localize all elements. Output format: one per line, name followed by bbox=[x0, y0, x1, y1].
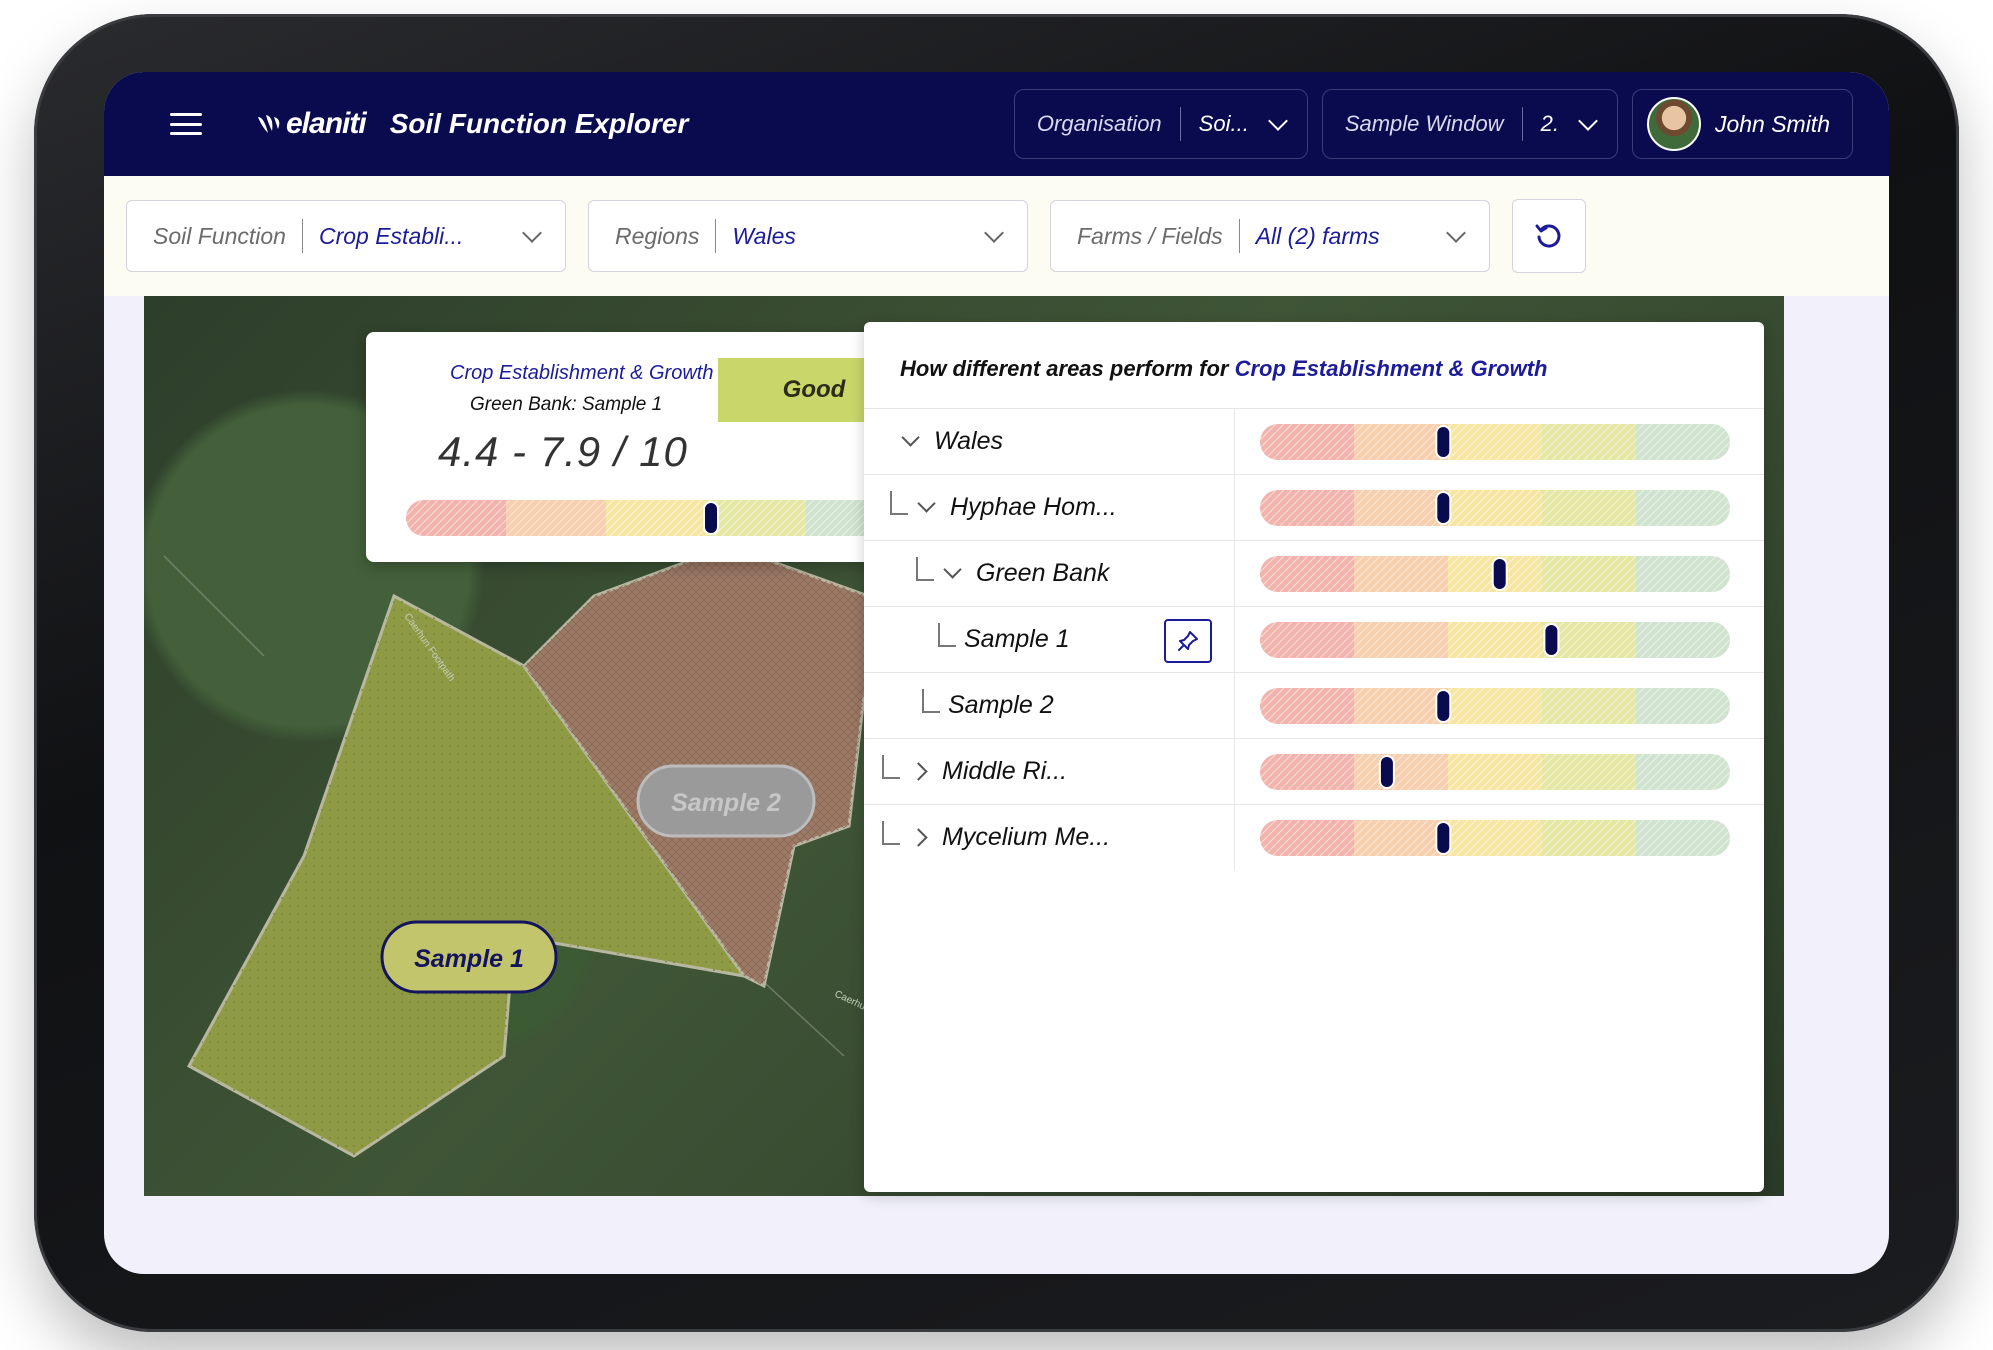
sample-window-label: Sample Window bbox=[1344, 111, 1504, 136]
refresh-icon bbox=[1535, 224, 1561, 248]
tree-name-cell: Mycelium Me... bbox=[864, 805, 1235, 871]
performance-gauge bbox=[1260, 688, 1730, 724]
tree-row[interactable]: Middle Ri... bbox=[864, 738, 1764, 805]
gauge-marker bbox=[1435, 491, 1452, 525]
tablet-device: elaniti Soil Function Explorer Organisat… bbox=[34, 14, 1959, 1332]
sample-window-value: 2. bbox=[1540, 111, 1559, 136]
organisation-value: Soi... bbox=[1198, 111, 1249, 136]
sample-1-label: Sample 1 bbox=[414, 945, 524, 973]
tree-row[interactable]: Mycelium Me... bbox=[864, 804, 1764, 871]
brand-name: elaniti bbox=[286, 107, 367, 140]
chevron-down-icon bbox=[1578, 111, 1598, 131]
leaf-logo-icon bbox=[258, 115, 280, 133]
regions-label: Regions bbox=[615, 222, 700, 249]
farms-fields-value: All (2) farms bbox=[1255, 222, 1380, 249]
pin-button[interactable] bbox=[1164, 619, 1212, 663]
sample-2-label: Sample 2 bbox=[671, 789, 781, 817]
tree-name-cell: Hyphae Hom... bbox=[864, 475, 1235, 541]
tree-name-cell: Wales bbox=[864, 409, 1235, 475]
app-screen: elaniti Soil Function Explorer Organisat… bbox=[104, 72, 1889, 1274]
soil-function-select[interactable]: Soil Function Crop Establi... bbox=[126, 200, 566, 272]
performance-gauge bbox=[1260, 622, 1730, 658]
panel-title-prefix: How different areas perform for bbox=[900, 356, 1229, 381]
tree-row[interactable]: Wales bbox=[864, 408, 1764, 475]
gauge-marker bbox=[703, 501, 719, 535]
score-card: Crop Establishment & Growth Green Bank: … bbox=[366, 332, 946, 562]
tree-branch-line bbox=[882, 821, 900, 845]
app-title: Soil Function Explorer bbox=[389, 108, 689, 139]
tree-branch-line bbox=[938, 623, 956, 647]
tree-row-label: Wales bbox=[934, 427, 1004, 455]
tree-row-label: Middle Ri... bbox=[942, 757, 1068, 785]
gauge-marker bbox=[1435, 821, 1452, 855]
tree-row[interactable]: Sample 1 bbox=[864, 606, 1764, 673]
organisation-label: Organisation bbox=[1036, 111, 1162, 136]
regions-value: Wales bbox=[732, 222, 796, 249]
user-name: John Smith bbox=[1714, 110, 1830, 137]
avatar bbox=[1646, 97, 1701, 151]
panel-title-highlight: Crop Establishment & Growth bbox=[1234, 356, 1548, 381]
score-function-name: Crop Establishment & Growth bbox=[450, 362, 714, 384]
pin-icon bbox=[1178, 631, 1198, 651]
gauge-marker bbox=[1435, 689, 1452, 723]
performance-gauge bbox=[1260, 820, 1730, 856]
tree-name-cell: Sample 2 bbox=[864, 673, 1235, 739]
sample-1-marker[interactable]: Sample 1 bbox=[380, 920, 558, 994]
chevron-down-icon[interactable] bbox=[917, 494, 936, 513]
gauge-marker bbox=[1378, 755, 1395, 789]
gauge-marker bbox=[1435, 425, 1452, 459]
tree-branch-line bbox=[882, 755, 900, 779]
performance-gauge bbox=[1260, 754, 1730, 790]
organisation-select[interactable]: Organisation Soi... bbox=[1013, 89, 1308, 159]
user-menu[interactable]: John Smith bbox=[1631, 89, 1853, 159]
performance-gauge bbox=[1260, 424, 1730, 460]
tree-row[interactable]: Sample 2 bbox=[864, 672, 1764, 739]
soil-function-label: Soil Function bbox=[153, 222, 286, 249]
farms-fields-select[interactable]: Farms / Fields All (2) farms bbox=[1050, 200, 1490, 272]
chevron-down-icon bbox=[984, 223, 1004, 243]
filter-bar: Soil Function Crop Establi... Regions Wa… bbox=[104, 176, 1889, 296]
regions-select[interactable]: Regions Wales bbox=[588, 200, 1028, 272]
gauge-marker bbox=[1543, 623, 1560, 657]
tree-name-cell: Middle Ri... bbox=[864, 739, 1235, 805]
score-subtitle: Green Bank: Sample 1 bbox=[470, 394, 663, 415]
refresh-button[interactable] bbox=[1512, 199, 1586, 273]
performance-gauge bbox=[1260, 490, 1730, 526]
tree-row-label: Sample 2 bbox=[948, 691, 1054, 719]
soil-function-value: Crop Establi... bbox=[318, 222, 464, 249]
brand-logo: elaniti bbox=[256, 107, 367, 141]
tree-branch-line bbox=[922, 689, 940, 713]
chevron-down-icon[interactable] bbox=[901, 428, 920, 447]
tree-row[interactable]: Green Bank bbox=[864, 540, 1764, 607]
sample-window-select[interactable]: Sample Window 2. bbox=[1321, 89, 1618, 159]
chevron-right-icon[interactable] bbox=[909, 762, 928, 781]
tree-row[interactable]: Hyphae Hom... bbox=[864, 474, 1764, 541]
chevron-down-icon bbox=[522, 223, 542, 243]
tree-row-label: Sample 1 bbox=[964, 625, 1070, 653]
sample-2-marker[interactable]: Sample 2 bbox=[636, 764, 816, 838]
chevron-right-icon[interactable] bbox=[909, 828, 928, 847]
gauge-marker bbox=[1491, 557, 1508, 591]
tree-name-cell: Sample 1 bbox=[864, 607, 1235, 673]
tree-branch-line bbox=[916, 557, 934, 581]
tree-row-label: Mycelium Me... bbox=[942, 823, 1111, 851]
farms-fields-label: Farms / Fields bbox=[1077, 222, 1223, 249]
chevron-down-icon[interactable] bbox=[943, 560, 962, 579]
tree-name-cell: Green Bank bbox=[864, 541, 1235, 607]
panel-title: How different areas perform for Crop Est… bbox=[900, 356, 1548, 382]
chevron-down-icon bbox=[1267, 111, 1288, 131]
tree-row-label: Hyphae Hom... bbox=[950, 493, 1117, 521]
chevron-down-icon bbox=[1446, 223, 1466, 243]
top-bar: elaniti Soil Function Explorer Organisat… bbox=[104, 72, 1889, 176]
map-overlay: Sample 2 Sample 1 Caerhun Footpath Caerh… bbox=[163, 544, 927, 1158]
score-gauge bbox=[406, 500, 906, 536]
tree-row-label: Green Bank bbox=[976, 559, 1110, 587]
hamburger-menu-icon[interactable] bbox=[170, 113, 202, 135]
score-range: 4.4 - 7.9 / 10 bbox=[438, 428, 688, 475]
tree-branch-line bbox=[890, 491, 908, 515]
area-performance-panel: How different areas perform for Crop Est… bbox=[864, 322, 1764, 1192]
performance-gauge bbox=[1260, 556, 1730, 592]
